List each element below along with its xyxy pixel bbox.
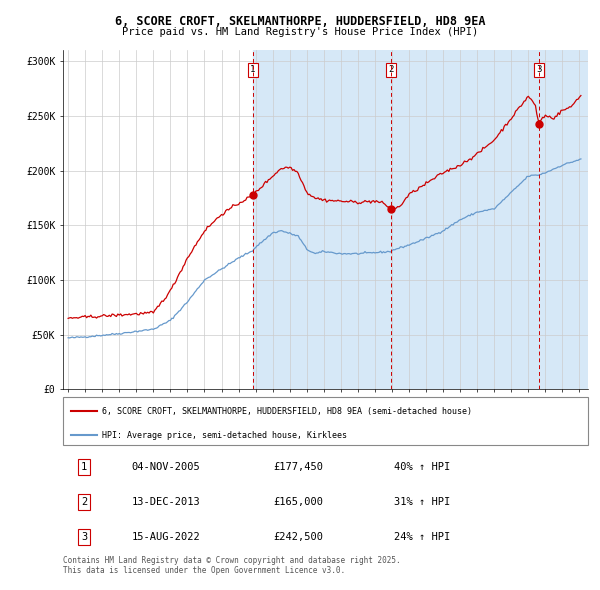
Text: 2: 2 — [81, 497, 87, 507]
Text: 1: 1 — [250, 65, 256, 74]
Bar — [391, 50, 539, 389]
Point — [534, 119, 544, 129]
FancyBboxPatch shape — [63, 397, 588, 445]
Text: £177,450: £177,450 — [273, 462, 323, 472]
Text: 3: 3 — [536, 65, 542, 74]
Text: 24% ↑ HPI: 24% ↑ HPI — [394, 532, 450, 542]
Text: Price paid vs. HM Land Registry's House Price Index (HPI): Price paid vs. HM Land Registry's House … — [122, 27, 478, 37]
Text: 04-NOV-2005: 04-NOV-2005 — [131, 462, 200, 472]
Text: 31% ↑ HPI: 31% ↑ HPI — [394, 497, 450, 507]
Point — [386, 204, 396, 214]
Text: Contains HM Land Registry data © Crown copyright and database right 2025.
This d: Contains HM Land Registry data © Crown c… — [63, 556, 401, 575]
Text: HPI: Average price, semi-detached house, Kirklees: HPI: Average price, semi-detached house,… — [103, 431, 347, 440]
Text: £165,000: £165,000 — [273, 497, 323, 507]
Point — [248, 191, 257, 200]
Text: 6, SCORE CROFT, SKELMANTHORPE, HUDDERSFIELD, HD8 9EA (semi-detached house): 6, SCORE CROFT, SKELMANTHORPE, HUDDERSFI… — [103, 407, 472, 416]
Text: 40% ↑ HPI: 40% ↑ HPI — [394, 462, 450, 472]
Text: 6, SCORE CROFT, SKELMANTHORPE, HUDDERSFIELD, HD8 9EA: 6, SCORE CROFT, SKELMANTHORPE, HUDDERSFI… — [115, 15, 485, 28]
Text: 13-DEC-2013: 13-DEC-2013 — [131, 497, 200, 507]
Text: 2: 2 — [388, 65, 394, 74]
Text: 15-AUG-2022: 15-AUG-2022 — [131, 532, 200, 542]
Bar — [253, 50, 391, 389]
Text: 3: 3 — [81, 532, 87, 542]
Bar — [539, 50, 588, 389]
Text: £242,500: £242,500 — [273, 532, 323, 542]
Text: 1: 1 — [81, 462, 87, 472]
